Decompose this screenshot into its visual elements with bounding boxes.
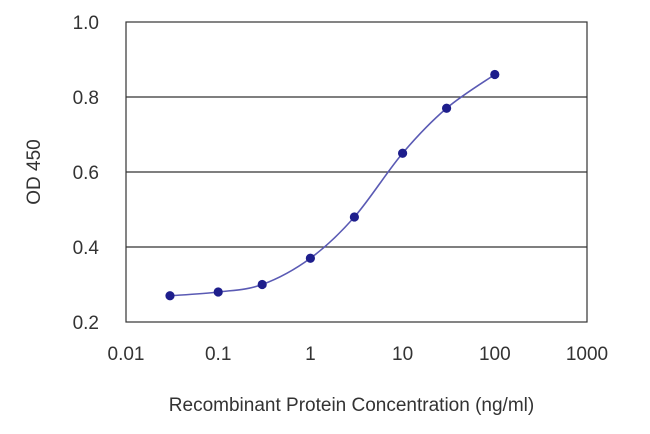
data-point [490,69,500,80]
data-point [441,103,452,113]
x-tick-label: 0.1 [205,344,231,365]
y-tick-labels: 0.2 0.4 0.6 0.8 1.0 [73,13,100,334]
y-tick-label: 1.0 [73,13,99,34]
x-tick-label: 0.01 [108,344,145,365]
x-tick-labels: 0.01 0.1 1 10 100 1000 [108,344,609,365]
y-tick-label: 0.4 [73,238,100,259]
x-tick-label: 100 [479,344,511,365]
x-tick-label: 10 [392,344,413,365]
y-axis-title: OD 450 [24,139,45,204]
x-tick-label: 1 [305,344,316,365]
data-point [398,148,408,158]
plot-frame [125,21,588,323]
x-tick-label: 1000 [566,344,608,365]
series-layer [165,69,500,301]
y-tick-label: 0.2 [73,313,99,334]
data-point [213,287,223,297]
y-tick-label: 0.6 [73,163,99,184]
y-tick-label: 0.8 [73,88,99,109]
x-axis-title: Recombinant Protein Concentration (ng/ml… [169,395,534,416]
series-line [169,73,496,297]
data-point [257,279,267,290]
data-point [165,291,175,301]
grid-lines [126,96,587,248]
data-point [305,253,315,263]
data-point [349,212,359,222]
